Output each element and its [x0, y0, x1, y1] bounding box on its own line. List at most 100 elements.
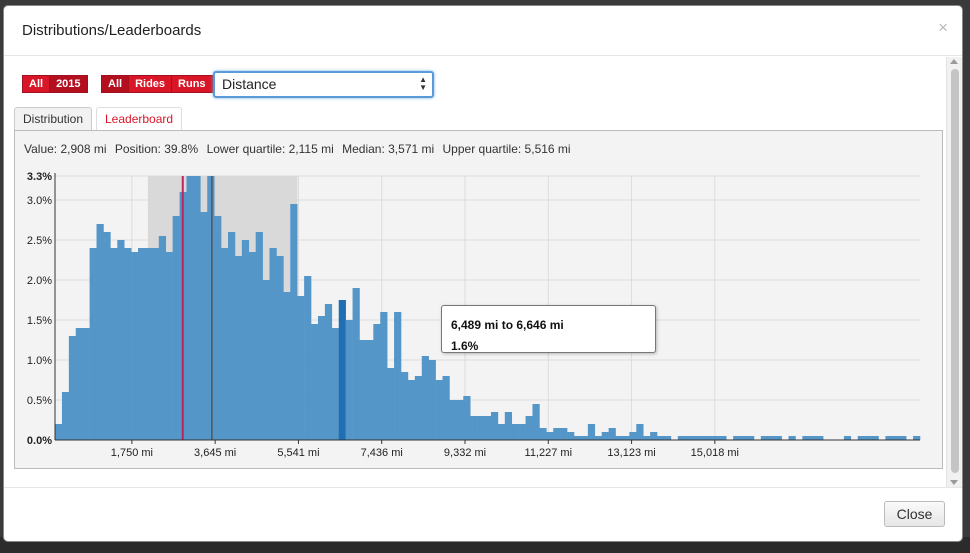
histogram-bar[interactable] — [221, 248, 229, 440]
year-filter-all[interactable]: All — [23, 76, 50, 92]
histogram-bar[interactable] — [401, 372, 409, 440]
histogram-bar[interactable] — [712, 436, 720, 440]
histogram-bar[interactable] — [89, 248, 97, 440]
histogram-bar[interactable] — [151, 248, 160, 440]
histogram-bar[interactable] — [373, 324, 381, 440]
histogram-bar[interactable] — [297, 296, 305, 440]
histogram-bar[interactable] — [207, 176, 215, 440]
histogram-bar[interactable] — [324, 304, 333, 440]
tab-distribution[interactable]: Distribution — [14, 107, 93, 131]
histogram-bar[interactable] — [871, 436, 879, 440]
histogram-bar[interactable] — [193, 176, 201, 440]
histogram-bar[interactable] — [698, 436, 706, 440]
histogram-bar[interactable] — [615, 436, 623, 440]
histogram-bar[interactable] — [539, 428, 547, 440]
histogram-bar[interactable] — [96, 224, 104, 440]
histogram-bar[interactable] — [760, 436, 769, 440]
histogram-bar[interactable] — [574, 436, 582, 440]
histogram-bar[interactable] — [560, 428, 568, 440]
histogram-bar[interactable] — [809, 436, 817, 440]
histogram-bar[interactable] — [186, 176, 194, 440]
histogram-bar[interactable] — [802, 436, 810, 440]
histogram-bar[interactable] — [650, 432, 658, 440]
histogram-bar[interactable] — [892, 436, 900, 440]
histogram-bar[interactable] — [352, 288, 360, 440]
histogram-bar[interactable] — [117, 240, 125, 440]
histogram-bar[interactable] — [407, 380, 416, 440]
histogram-bar[interactable] — [110, 248, 118, 440]
metric-select[interactable]: Distance ▲ ▼ — [213, 71, 434, 98]
histogram-bar[interactable] — [788, 436, 796, 440]
type-filter-all[interactable]: All — [102, 76, 129, 92]
histogram-bar[interactable] — [511, 424, 519, 440]
histogram-bar[interactable] — [580, 436, 589, 440]
histogram-bar[interactable] — [228, 232, 236, 440]
histogram-bar[interactable] — [387, 368, 395, 440]
histogram-bar[interactable] — [691, 436, 699, 440]
tab-leaderboard[interactable]: Leaderboard — [96, 107, 183, 131]
histogram-bar[interactable] — [283, 292, 291, 440]
histogram-bar[interactable] — [843, 436, 852, 440]
scroll-thumb[interactable] — [951, 69, 959, 473]
histogram-bar[interactable] — [913, 436, 921, 440]
histogram-bar[interactable] — [144, 248, 153, 440]
distribution-histogram[interactable]: 3.3% 3.0% 2.5% 2.0% 1.5% 1.0% 0.5% 0.0% 1,750 mi… — [15, 169, 942, 469]
histogram-bar[interactable] — [456, 400, 464, 440]
histogram-bar[interactable] — [255, 232, 263, 440]
histogram-bar[interactable] — [442, 376, 450, 440]
histogram-bar[interactable] — [477, 416, 485, 440]
histogram-bar[interactable] — [532, 404, 540, 440]
modal-scrollbar[interactable] — [946, 57, 962, 487]
histogram-bar[interactable] — [719, 436, 727, 440]
year-filter-2015[interactable]: 2015 — [49, 76, 87, 92]
histogram-bar[interactable] — [518, 424, 526, 440]
histogram-bar[interactable] — [484, 416, 492, 440]
histogram-bar[interactable] — [601, 432, 609, 440]
histogram-bar[interactable] — [546, 432, 554, 440]
histogram-bar[interactable] — [449, 400, 457, 440]
histogram-bar[interactable] — [331, 328, 340, 440]
histogram-bar[interactable] — [214, 216, 222, 440]
scroll-up-arrow-icon[interactable] — [950, 59, 958, 64]
histogram-bar[interactable] — [317, 316, 326, 440]
histogram-bar[interactable] — [497, 424, 506, 440]
scroll-down-arrow-icon[interactable] — [950, 480, 958, 485]
histogram-bar[interactable] — [428, 360, 436, 440]
histogram-bar[interactable] — [366, 340, 374, 440]
histogram-bar[interactable] — [663, 436, 672, 440]
histogram-bar[interactable] — [394, 312, 402, 440]
close-button[interactable]: Close — [884, 501, 945, 527]
close-icon[interactable]: × — [938, 18, 948, 37]
histogram-bar[interactable] — [767, 436, 775, 440]
histogram-bar[interactable] — [380, 312, 388, 440]
histogram-bar[interactable] — [594, 436, 602, 440]
histogram-bar[interactable] — [165, 252, 173, 440]
histogram-bar[interactable] — [75, 328, 83, 440]
histogram-bar[interactable] — [740, 436, 748, 440]
histogram-bar[interactable] — [816, 436, 824, 440]
histogram-bar[interactable] — [138, 248, 146, 440]
histogram-bar[interactable] — [684, 436, 692, 440]
type-filter-rides[interactable]: Rides — [128, 76, 172, 92]
histogram-bar[interactable] — [636, 424, 644, 440]
histogram-bar[interactable] — [359, 340, 367, 440]
histogram-bar[interactable] — [269, 248, 277, 440]
histogram-bar[interactable] — [504, 412, 513, 440]
histogram-bar[interactable] — [304, 276, 312, 440]
histogram-bar[interactable] — [414, 376, 423, 440]
histogram-bar[interactable] — [345, 320, 353, 440]
histogram-bar[interactable] — [248, 252, 256, 440]
histogram-bar[interactable] — [276, 256, 284, 440]
histogram-bar[interactable] — [587, 424, 596, 440]
histogram-bar[interactable] — [103, 232, 111, 440]
histogram-bar[interactable] — [61, 392, 70, 440]
histogram-bar-highlighted[interactable] — [338, 300, 346, 440]
histogram-bar[interactable] — [608, 428, 616, 440]
histogram-bar[interactable] — [435, 380, 443, 440]
histogram-bar[interactable] — [525, 416, 533, 440]
histogram-bar[interactable] — [490, 412, 499, 440]
histogram-bar[interactable] — [864, 436, 872, 440]
histogram-bar[interactable] — [622, 436, 630, 440]
histogram-bar[interactable] — [158, 236, 167, 440]
histogram-bar[interactable] — [733, 436, 741, 440]
